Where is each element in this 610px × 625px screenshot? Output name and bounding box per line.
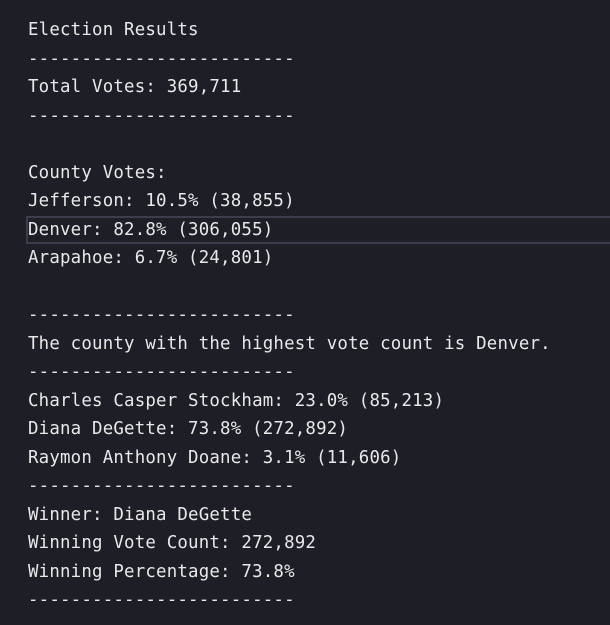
output-line-divider: ------------------------- (28, 362, 295, 382)
output-line-winner: Winner: Diana DeGette (28, 504, 253, 525)
output-line-county-denver[interactable]: Denver: 82.8% (306,055) (26, 215, 610, 245)
output-line-county-votes-heading: County Votes: (28, 162, 167, 183)
output-line-winning-percentage: Winning Percentage: 73.8% (28, 561, 295, 582)
output-line-divider: ------------------------- (28, 105, 295, 126)
output-line-divider: ------------------------- (28, 48, 295, 69)
output-line-county-arapahoe: Arapahoe: 6.7% (24,801) (28, 248, 274, 268)
output-line-largest-county: The county with the highest vote count i… (28, 333, 551, 354)
output-lines: Election Results -----------------------… (26, 16, 610, 615)
output-line-winning-vote-count: Winning Vote Count: 272,892 (28, 533, 317, 553)
output-line-blank (28, 273, 610, 302)
output-line-candidate-degette: Diana DeGette: 73.8% (272,892) (28, 419, 349, 439)
output-line-candidate-stockham: Charles Casper Stockham: 23.0% (85,213) (28, 390, 445, 411)
output-line-divider: ------------------------- (28, 305, 295, 325)
output-line-blank (28, 130, 610, 159)
output-line-title: Election Results (28, 20, 199, 40)
output-line-candidate-doane: Raymon Anthony Doane: 3.1% (11,606) (28, 447, 402, 468)
output-line-county-jefferson: Jefferson: 10.5% (38,855) (28, 191, 295, 211)
output-line-divider: ------------------------- (28, 590, 295, 610)
output-line-total-votes: Total Votes: 369,711 (28, 77, 242, 97)
output-line-divider: ------------------------- (28, 476, 295, 496)
